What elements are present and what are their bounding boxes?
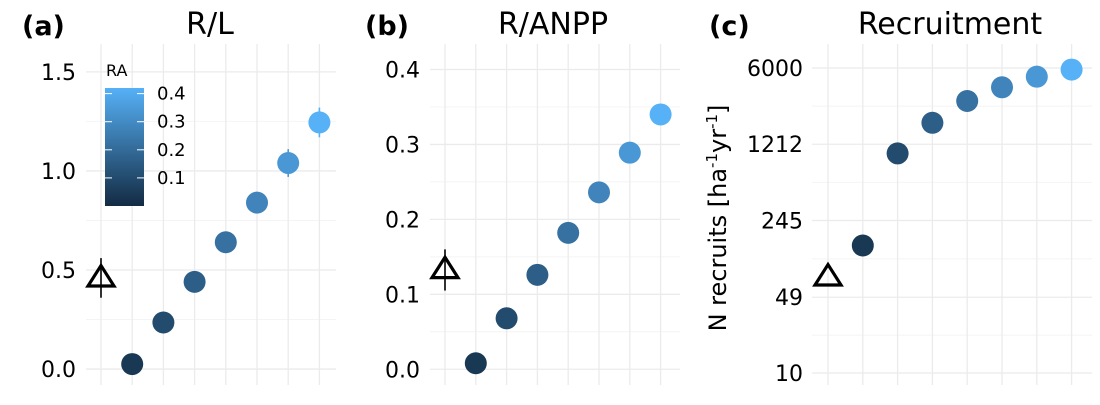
data-point xyxy=(921,111,944,134)
y-tick-label: 0.1 xyxy=(385,283,420,308)
y-tick-label: 49 xyxy=(775,286,803,311)
data-point xyxy=(121,353,144,376)
y-axis-label-part: yr xyxy=(704,129,732,153)
y-tick-label: 245 xyxy=(761,209,803,234)
y-tick-label: 1.5 xyxy=(41,61,76,86)
data-point xyxy=(277,152,300,175)
data-point xyxy=(526,263,549,286)
data-point xyxy=(991,76,1013,99)
reference-triangle-marker xyxy=(429,254,461,280)
legend-tick-label: 0.2 xyxy=(157,140,186,161)
data-point xyxy=(495,307,518,330)
y-axis-label-part: ] xyxy=(704,105,732,114)
panel-title: R/ANPP xyxy=(498,7,608,42)
panel-label: (c) xyxy=(709,11,750,42)
panel-2: 0.0 0.1 0.2 0.3 0.4 (b) R/ANPP xyxy=(365,7,680,385)
panel-label: (b) xyxy=(365,11,409,42)
data-point xyxy=(851,234,874,257)
legend-tick-label: 0.1 xyxy=(157,168,186,189)
panel-label: (a) xyxy=(22,11,65,42)
data-point xyxy=(214,231,237,254)
data-point xyxy=(618,141,641,164)
data-point xyxy=(886,142,909,165)
reference-triangle-marker xyxy=(85,262,117,288)
y-tick-label: 0.0 xyxy=(385,358,420,383)
panel-3: 10 49 245 1212 6000 (c) Recruitment N recruits … xyxy=(703,7,1092,387)
data-point xyxy=(956,90,979,113)
legend-title: RA xyxy=(106,61,127,80)
data-point xyxy=(1060,58,1083,81)
color-legend: RA 0.1 0.2 0.3 0.4 xyxy=(105,61,186,206)
data-point xyxy=(246,191,268,214)
grid xyxy=(812,44,1092,385)
y-axis-label-part: N recruits [ha xyxy=(704,168,732,331)
data-point xyxy=(464,352,487,375)
y-tick-label: 0.5 xyxy=(41,259,76,284)
data-point xyxy=(152,311,175,334)
data-point xyxy=(557,221,580,244)
y-tick-label: 0.3 xyxy=(385,133,420,158)
data-point xyxy=(308,111,331,134)
y-tick-label: 1212 xyxy=(747,133,803,158)
y-tick-label: 0.0 xyxy=(41,358,76,383)
legend-tick-label: 0.4 xyxy=(157,84,186,105)
y-axis-label-superscript: -1 xyxy=(703,114,721,129)
legend-colorbar xyxy=(105,88,144,206)
panel-1: 0.0 0.5 1.0 1.5 (a) R/L RA 0.1 0.2 0.3 0.4 xyxy=(22,7,336,385)
grid xyxy=(430,44,680,385)
reference-triangle-marker xyxy=(812,261,844,287)
y-tick-label: 10 xyxy=(775,362,803,387)
data-point xyxy=(183,270,206,293)
y-tick-label: 6000 xyxy=(747,57,803,82)
y-tick-label: 0.2 xyxy=(385,208,420,233)
legend-tick-label: 0.3 xyxy=(157,112,186,133)
data-point xyxy=(1025,65,1048,88)
panel-title: R/L xyxy=(186,7,234,42)
data-point xyxy=(649,103,672,126)
data-point xyxy=(588,181,610,204)
y-tick-label: 0.4 xyxy=(385,58,420,83)
y-tick-label: 1.0 xyxy=(41,160,76,185)
y-axis-label: N recruits [ha-1yr-1] xyxy=(703,105,732,332)
panel-title: Recruitment xyxy=(858,7,1043,42)
y-axis-label-superscript: -1 xyxy=(703,153,721,168)
